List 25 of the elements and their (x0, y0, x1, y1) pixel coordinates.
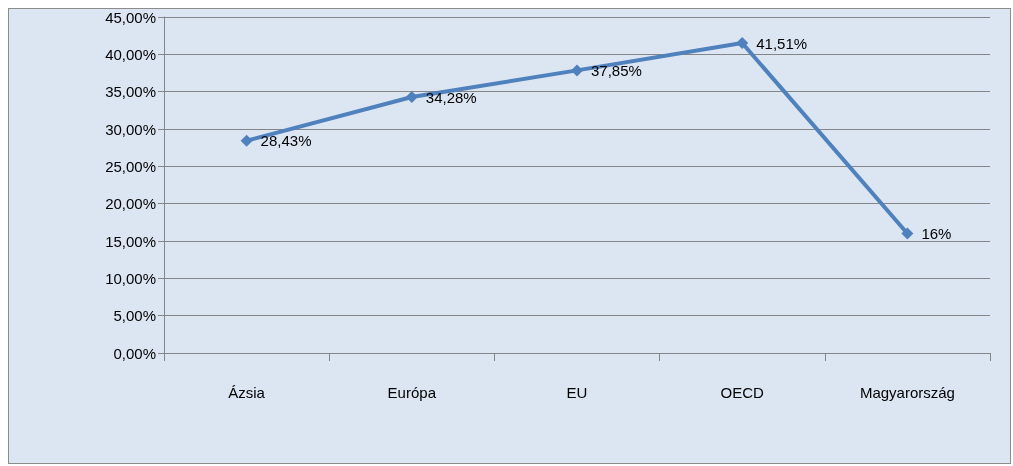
y-tick-label: 40,00% (105, 45, 156, 63)
y-tick-label: 15,00% (105, 232, 156, 250)
point (240, 134, 253, 147)
y-tick-label: 10,00% (105, 269, 156, 287)
data-label: 16% (921, 225, 952, 243)
data-label: 41,51% (756, 34, 808, 52)
y-tick-label: 5,00% (113, 307, 156, 325)
point (736, 37, 749, 50)
x-tick-label: EU (566, 384, 588, 401)
y-tick-label: 0,00% (113, 344, 156, 362)
y-tick-label: 35,00% (105, 83, 156, 101)
x-tick-label: Magyarország (859, 384, 955, 401)
point (571, 64, 583, 77)
point (405, 91, 418, 104)
point (901, 227, 914, 240)
y-tick-label: 25,00% (105, 157, 156, 175)
x-tick-label: OECD (720, 384, 765, 401)
y-tick-label: 45,00% (105, 8, 156, 26)
y-tick-label: 30,00% (105, 120, 156, 138)
data-label: 28,43% (260, 132, 312, 150)
x-tick-label: Ázsia (228, 384, 266, 401)
y-tick-label: 20,00% (105, 195, 156, 213)
data-label: 34,28% (425, 88, 477, 106)
x-tick-label: Európa (387, 384, 437, 401)
data-label: 37,85% (591, 61, 642, 79)
